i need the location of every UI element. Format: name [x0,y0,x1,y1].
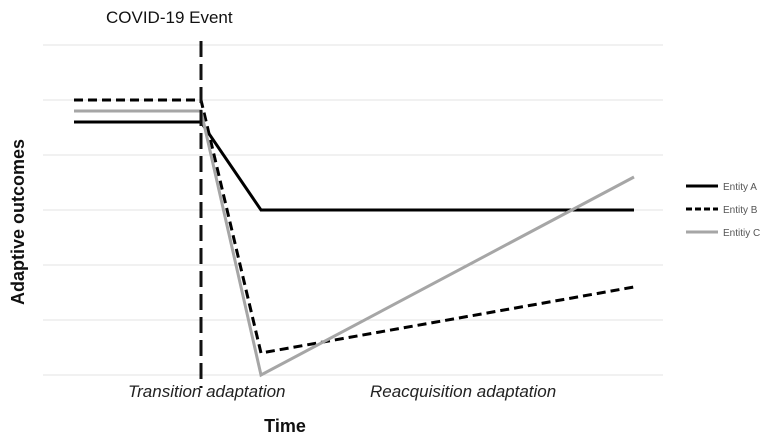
x-axis-title: Time [264,416,306,436]
event-label: COVID-19 Event [106,8,233,27]
y-axis-title: Adaptive outcomes [8,139,28,305]
phase-label-reacquisition: Reacquisition adaptation [370,382,556,401]
legend: Entity A Entity B Entitiy C [686,182,760,239]
legend-label-2: Entity B [723,205,758,216]
series-line-1 [74,122,634,210]
phase-label-transition: Transition adaptation [128,382,286,401]
series-line-2 [74,100,634,353]
legend-label-1: Entity A [723,182,757,193]
legend-label-3: Entitiy C [723,228,760,239]
series-lines [74,100,634,375]
